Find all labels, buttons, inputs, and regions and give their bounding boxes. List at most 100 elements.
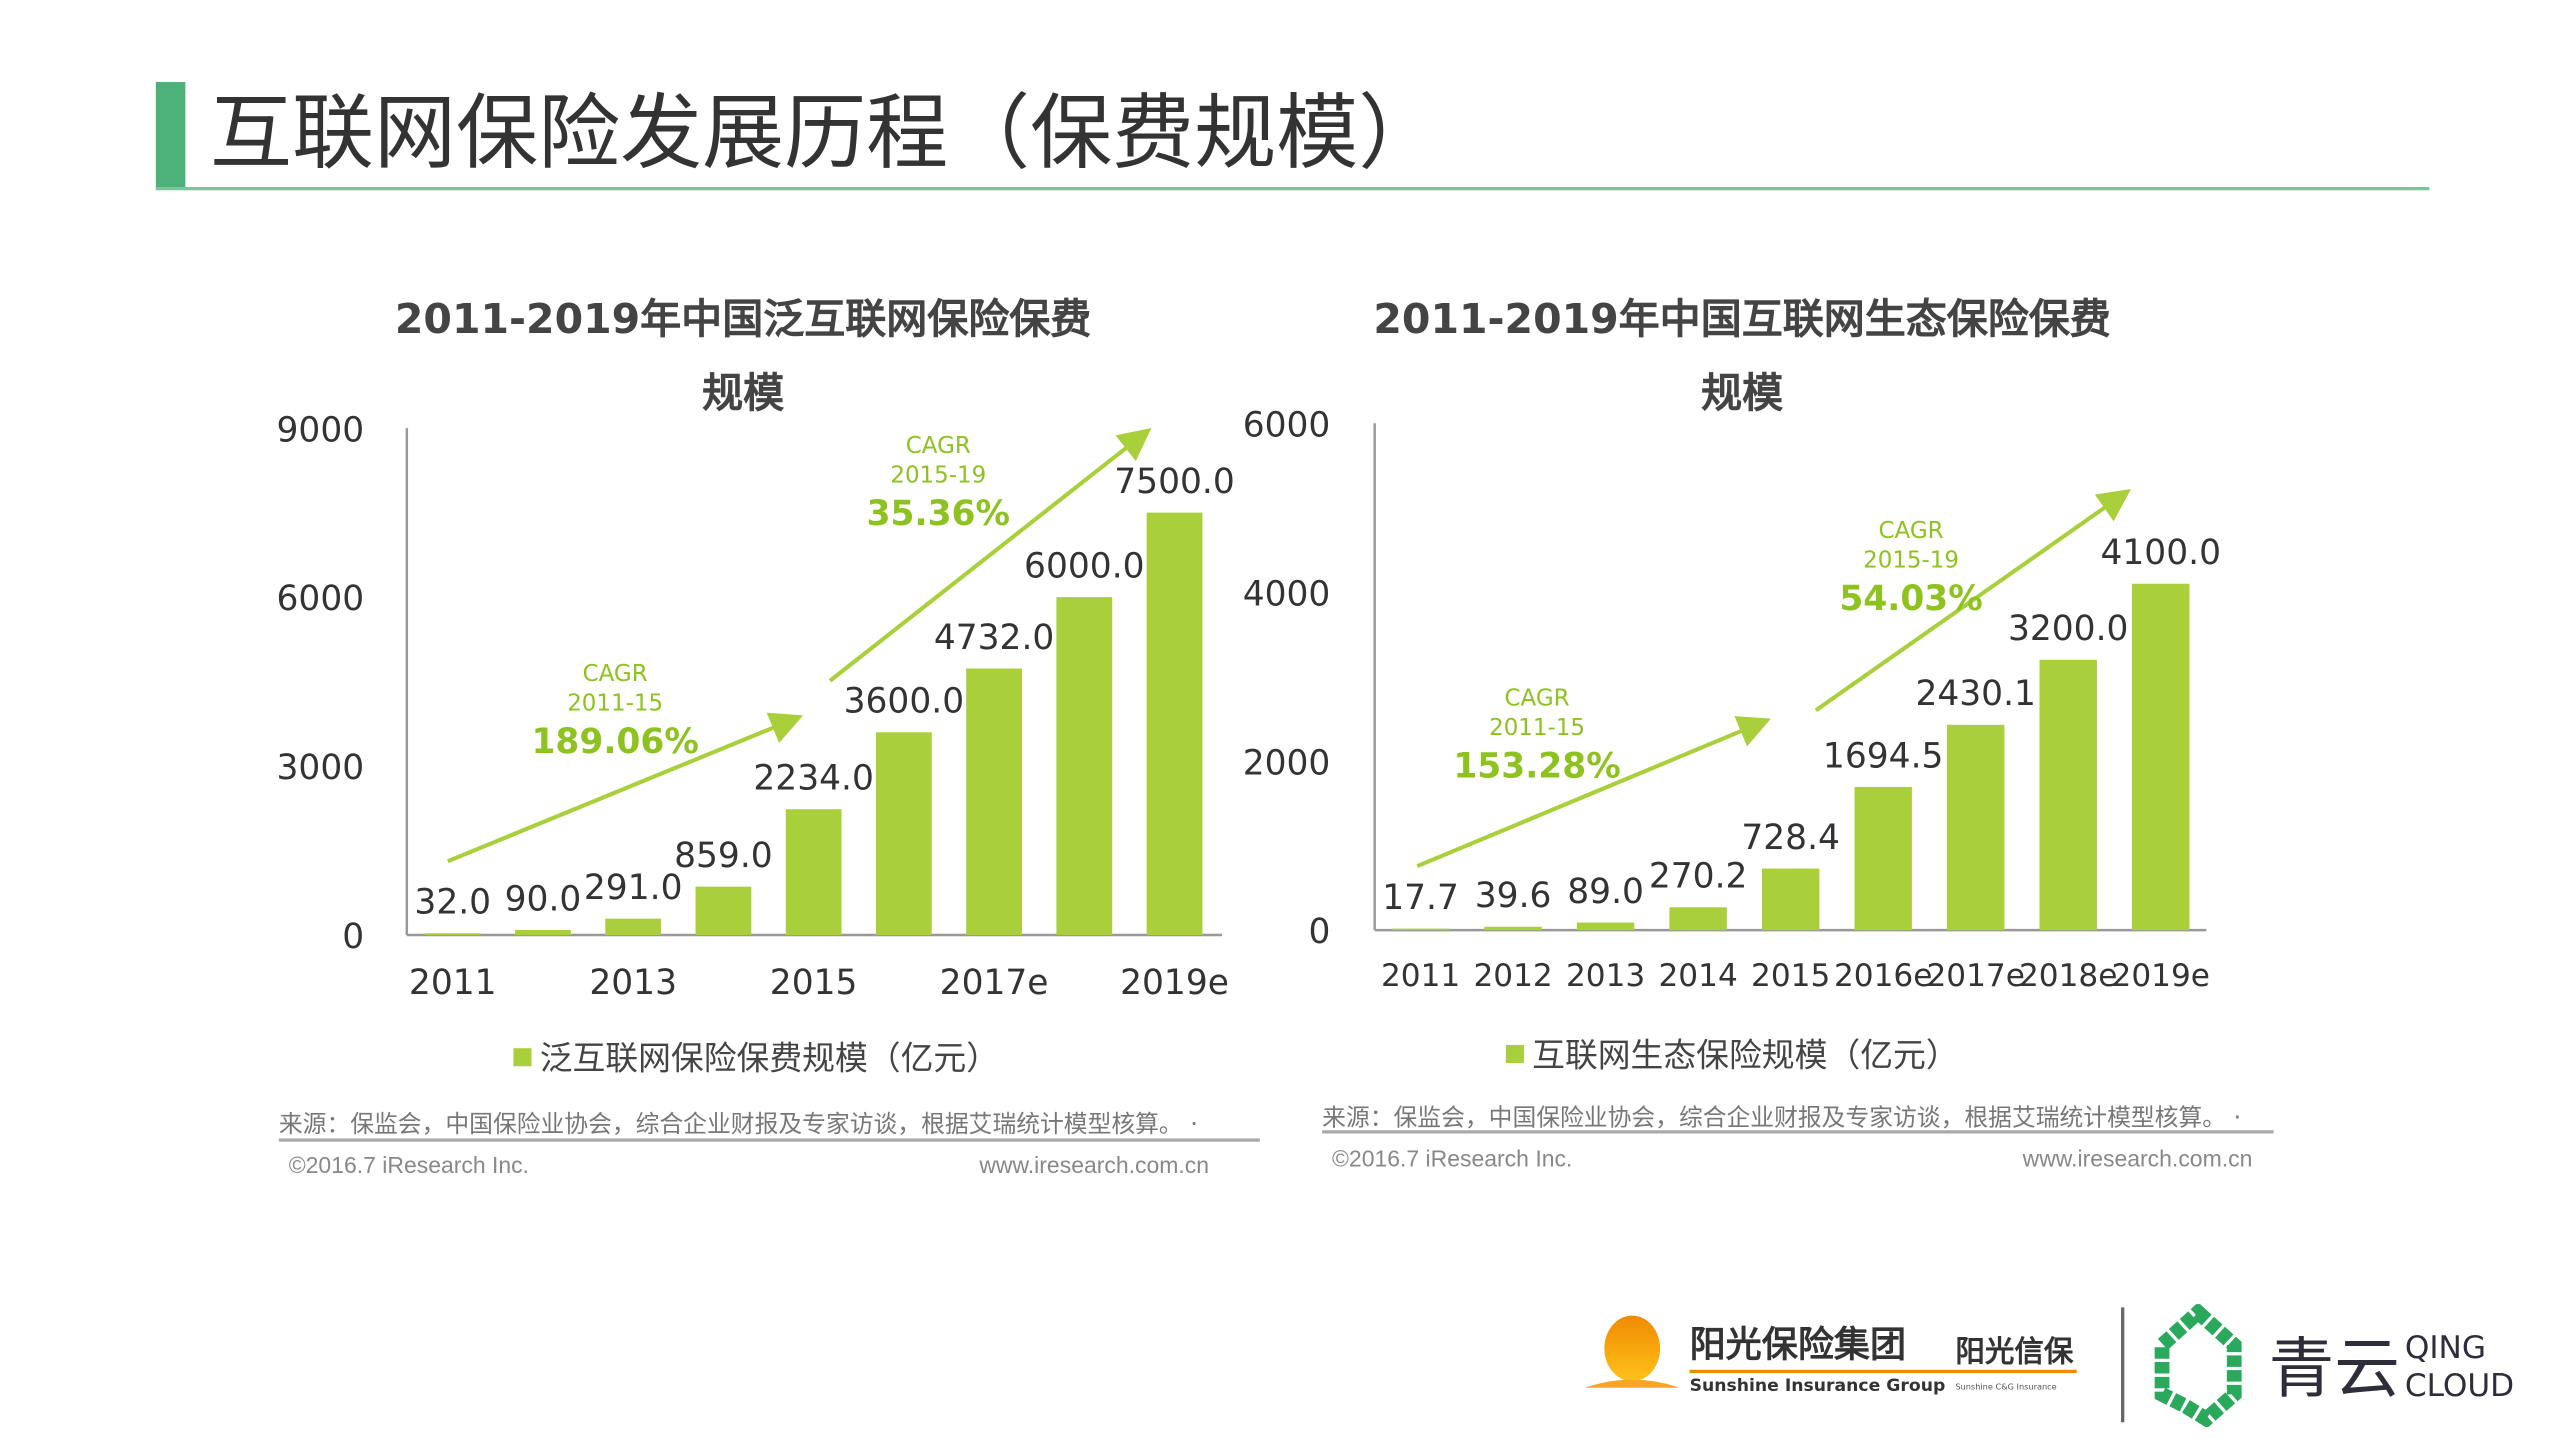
bar-2014 <box>1669 907 1727 931</box>
x-tick-label: 2015 <box>770 963 858 1003</box>
partner-logos: 阳光保险集团 阳光信保 Sunshine Insurance Group Sun… <box>1584 1304 2514 1428</box>
cagr-label: CAGR <box>583 661 648 687</box>
bar-2012 <box>515 929 571 936</box>
chart1-title-line2: 规模 <box>702 369 785 417</box>
bar-2014 <box>695 886 752 936</box>
cagr-value: 35.36% <box>867 494 1010 534</box>
value-label: 2234.0 <box>753 759 873 799</box>
bar-2011 <box>424 933 481 936</box>
chart1-copyright: ©2016.7 iResearch Inc. <box>288 1151 530 1178</box>
chart1-website: www.iresearch.com.cn <box>979 1151 1210 1178</box>
value-label: 17.7 <box>1382 878 1459 918</box>
logo-divider <box>2121 1307 2125 1423</box>
chart1-legend-label: 泛互联网保险保费规模（亿元） <box>539 1038 1000 1078</box>
bar-2015 <box>785 809 842 936</box>
chart1-source: 来源：保监会，中国保险业协会，综合企业财报及专家访谈，根据艾瑞统计模型核算。 · <box>278 1112 1198 1139</box>
bar-2011 <box>1391 928 1450 931</box>
legend-swatch <box>513 1048 532 1067</box>
bar-2015 <box>1761 868 1820 931</box>
cagr-value: 153.28% <box>1453 747 1620 787</box>
chart1-source-rule <box>278 1138 1260 1142</box>
sunshine-logo: 阳光保险集团 阳光信保 Sunshine Insurance Group Sun… <box>1584 1315 2077 1396</box>
x-tick-label: 2017e <box>940 963 1049 1003</box>
y-tick-label: 2000 <box>1243 743 1331 783</box>
y-tick-label: 6000 <box>277 579 365 619</box>
value-label: 4100.0 <box>2100 533 2220 573</box>
value-label: 2430.1 <box>1915 674 2035 714</box>
y-tick-label: 3000 <box>277 748 365 788</box>
x-tick-label: 2013 <box>1566 958 1645 994</box>
chart2-title-line1: 2011-2019年中国互联网生态保险保费 <box>1373 295 2111 343</box>
xinbao-cn: 阳光信保 <box>1955 1335 2074 1369</box>
value-label: 859.0 <box>674 836 773 876</box>
x-tick-label: 2019e <box>2112 958 2210 994</box>
bar-2017e <box>966 668 1022 936</box>
bar-2017e <box>1946 724 2005 931</box>
chart1-title-line1: 2011-2019年中国泛互联网保险保费 <box>394 295 1092 343</box>
cagr-period: 2011-15 <box>567 690 663 716</box>
legend-swatch <box>1505 1044 1524 1063</box>
page-title: 互联网保险发展历程（保费规模） <box>209 85 1441 181</box>
bar-2016e <box>875 732 932 936</box>
qing-cn: 青云 <box>2269 1331 2400 1407</box>
sunshine-cn: 阳光保险集团 <box>1690 1324 1906 1366</box>
title-accent-bar <box>155 82 186 189</box>
cagr-period: 2015-19 <box>1863 548 1959 574</box>
y-tick-label: 6000 <box>1243 405 1331 445</box>
sunshine-en: Sunshine Insurance Group <box>1690 1376 1946 1396</box>
bar-2013 <box>1576 922 1635 931</box>
cagr-label: CAGR <box>1505 685 1570 711</box>
value-label: 4732.0 <box>934 618 1055 658</box>
chart1-legend: 泛互联网保险保费规模（亿元） <box>513 1032 999 1080</box>
x-tick-label: 2015 <box>1751 958 1830 994</box>
bar-2013 <box>605 918 662 936</box>
cagr-arrow <box>447 712 804 864</box>
chart2-source-rule <box>1322 1130 2274 1134</box>
x-tick-label: 2018e <box>2019 958 2117 994</box>
chart2-website: www.iresearch.com.cn <box>2022 1144 2253 1172</box>
bar-2018e <box>2039 659 2097 931</box>
x-tick-label: 2016e <box>1834 958 1932 994</box>
bar-2018e <box>1056 597 1113 936</box>
value-label: 32.0 <box>414 883 491 923</box>
cagr-value: 189.06% <box>531 722 698 762</box>
value-label: 1694.5 <box>1823 736 1943 776</box>
chart2-title-line2: 规模 <box>1701 369 1784 417</box>
y-tick-label: 0 <box>342 917 364 957</box>
cagr-period: 2015-19 <box>890 462 986 488</box>
qing-en1: QING <box>2405 1330 2486 1366</box>
x-tick-label: 2013 <box>589 963 677 1003</box>
x-tick-label: 2017e <box>1926 958 2024 994</box>
x-tick-label: 2011 <box>409 963 497 1003</box>
x-tick-label: 2019e <box>1120 963 1229 1003</box>
qingcloud-logo: 青云 QING CLOUD <box>2154 1304 2514 1428</box>
value-label: 6000.0 <box>1024 546 1145 586</box>
x-tick-label: 2012 <box>1473 958 1552 994</box>
chart2-copyright: ©2016.7 iResearch Inc. <box>1332 1144 1573 1172</box>
cagr-value: 54.03% <box>1839 579 1982 619</box>
cagr-period: 2011-15 <box>1489 715 1585 741</box>
cagr-arrow <box>1814 489 2132 712</box>
chart2-legend: 互联网生态保险规模（亿元） <box>1505 1029 1959 1077</box>
bar-2012 <box>1484 926 1542 931</box>
value-label: 39.6 <box>1475 876 1552 916</box>
x-tick-label: 2014 <box>1658 958 1737 994</box>
cagr-label: CAGR <box>906 433 971 459</box>
value-label: 89.0 <box>1567 872 1644 912</box>
bar-2019e <box>1146 512 1203 936</box>
value-label: 291.0 <box>584 868 683 908</box>
value-label: 270.2 <box>1649 857 1748 897</box>
value-label: 3600.0 <box>844 682 965 722</box>
cagr-label: CAGR <box>1879 518 1944 544</box>
qing-en2: CLOUD <box>2405 1368 2514 1404</box>
value-label: 728.4 <box>1741 818 1840 858</box>
bar-2019e <box>2132 583 2190 931</box>
xinbao-en: Sunshine C&G Insurance <box>1955 1381 2056 1391</box>
chart2-legend-label: 互联网生态保险规模（亿元） <box>1532 1035 1959 1075</box>
y-tick-label: 0 <box>1308 912 1330 952</box>
title-divider <box>155 187 2430 191</box>
x-tick-label: 2011 <box>1381 958 1460 994</box>
value-label: 3200.0 <box>2008 609 2129 649</box>
